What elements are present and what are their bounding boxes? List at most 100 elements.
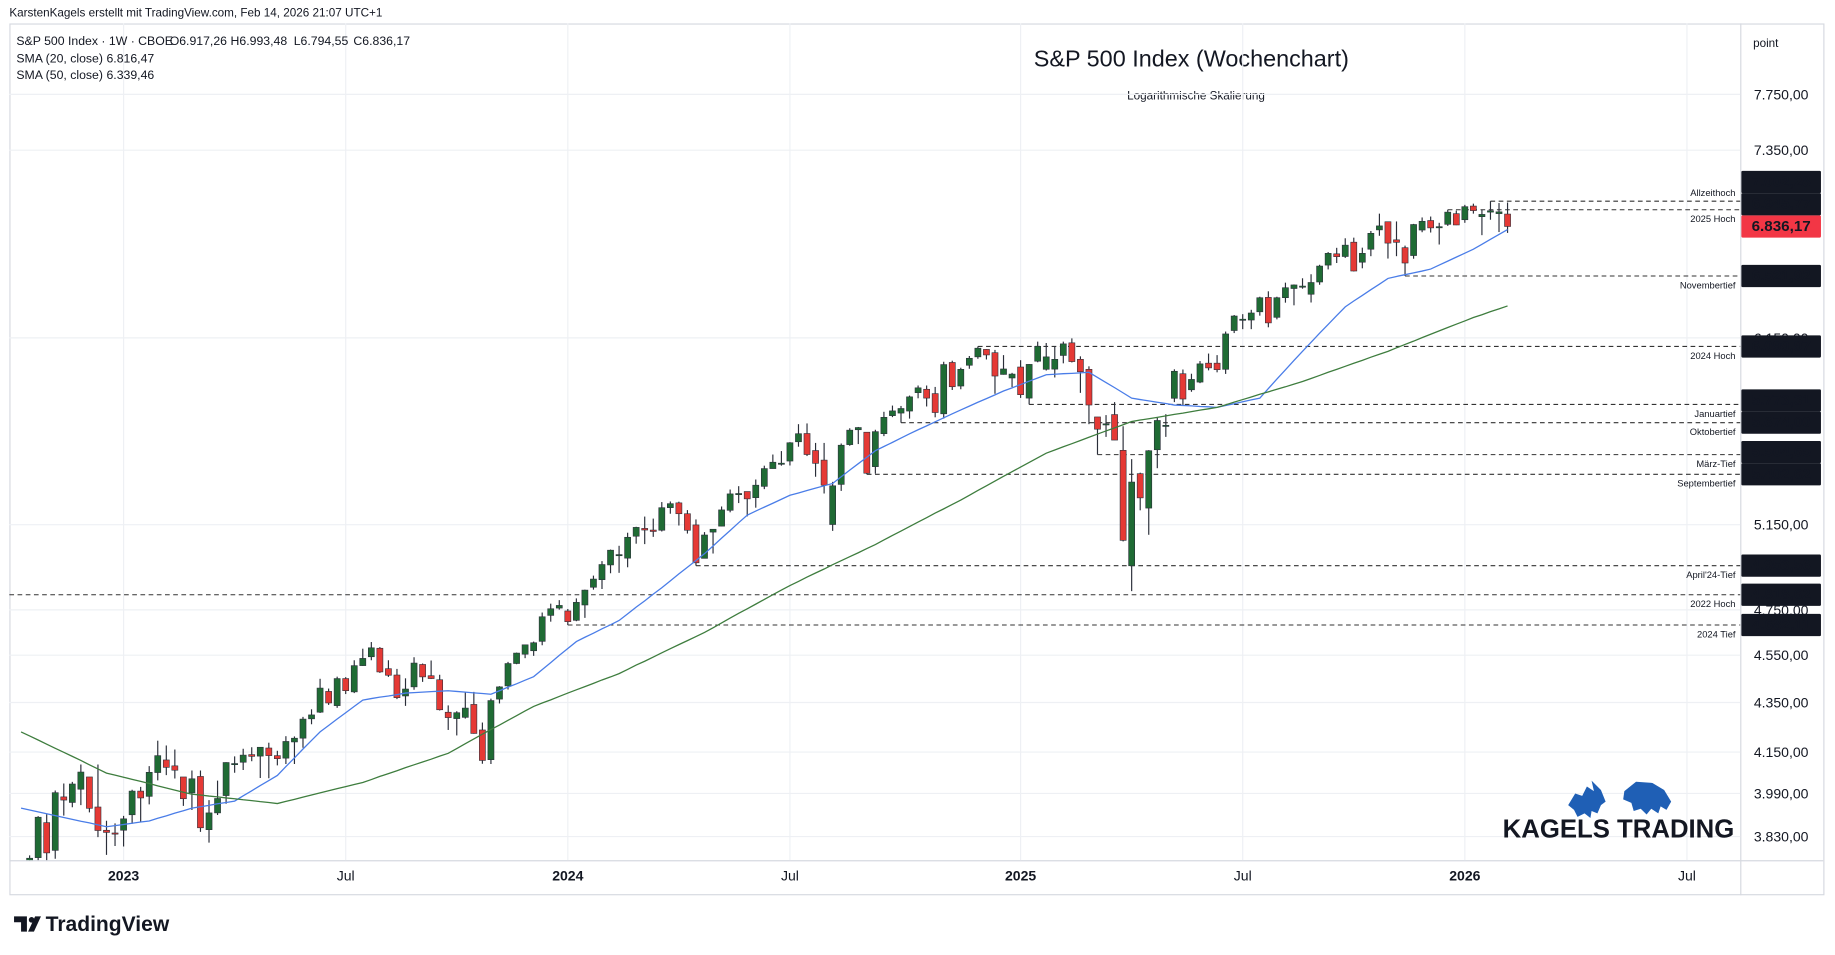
candle-body [171, 765, 179, 771]
candle-body [1350, 241, 1358, 272]
candle-body [68, 783, 76, 803]
candle-body [128, 790, 136, 816]
level-note: Januartief [1694, 409, 1736, 419]
candle-body [333, 678, 341, 706]
candle-body [1179, 373, 1187, 400]
candle-body [1341, 244, 1349, 257]
candle-body [547, 608, 555, 616]
candle-body [1324, 253, 1332, 266]
candle-body [1427, 220, 1435, 229]
candle-body [1265, 297, 1272, 324]
level-note: 2025 Hoch [1690, 214, 1735, 224]
y-tick-label: 3.830,00 [1754, 829, 1809, 845]
candle-body [180, 776, 187, 800]
candle-body [496, 686, 503, 700]
candle-body [1145, 450, 1153, 509]
candle-body [427, 675, 435, 679]
candle-body [914, 387, 922, 393]
candle-body [513, 652, 520, 664]
candle-body [1470, 205, 1477, 211]
candle-body [1444, 211, 1452, 225]
price-box-label: 6.945,77 [1752, 196, 1811, 213]
y-tick-label: 4.350,00 [1754, 694, 1809, 710]
candle-body [1256, 297, 1264, 313]
candle-body [897, 408, 905, 414]
candle-body [188, 778, 196, 794]
candle-body [957, 369, 965, 387]
candle-body [60, 796, 68, 801]
chart-subtitle: Logarithmische Skalierung [1127, 89, 1265, 102]
candle-body [43, 822, 51, 854]
legend: S&P 500 Index · 1W · CBOE O6.917,26 H6.9… [16, 34, 410, 82]
candle-body [1153, 420, 1161, 451]
candle-body [778, 462, 785, 465]
candle-body [325, 691, 332, 704]
candle-body [692, 524, 700, 564]
candle-body [342, 678, 350, 691]
candle-body [649, 529, 657, 532]
legend-symbol: S&P 500 Index · 1W · CBOE [16, 34, 173, 48]
sma-line [20, 305, 1508, 805]
y-tick-label: 4.150,00 [1754, 744, 1809, 760]
candle-body [667, 503, 674, 508]
price-box-label: 4.953,56 [1752, 557, 1811, 574]
candle-body [974, 347, 982, 358]
candle-body [906, 396, 913, 412]
candle-body [1282, 287, 1289, 299]
candle-body [1358, 253, 1366, 263]
y-tick-label: 4.550,00 [1754, 647, 1809, 663]
candle-body [1017, 366, 1024, 395]
candle-body [214, 798, 221, 814]
price-boxes: 4.682,11 4.818,62 4.953,56 5.402,62 5.504,65… [1741, 170, 1821, 637]
candle-body [854, 427, 862, 431]
candle-body [641, 528, 649, 531]
candle-body [1418, 220, 1426, 231]
chart-title: S&P 500 Index (Wochenchart) [1034, 46, 1349, 72]
price-unit: point [1753, 37, 1779, 50]
candle-body [1290, 284, 1298, 289]
candle-body [1205, 362, 1212, 369]
candle-body [1077, 359, 1084, 373]
candle-body [521, 644, 529, 655]
candle-body [812, 450, 819, 464]
candle-body [94, 806, 102, 831]
candle-body [940, 364, 948, 415]
candle-body [26, 857, 33, 861]
candle-body [197, 776, 204, 829]
candle-body [248, 754, 256, 757]
candle-body [1128, 481, 1135, 567]
candle-body [889, 410, 896, 416]
y-tick-label: 7.750,00 [1754, 86, 1809, 102]
candle-body [1504, 213, 1511, 227]
candle-body [154, 755, 162, 773]
brand-text: TradingView [46, 913, 170, 936]
candle-body [709, 528, 717, 533]
price-box [1741, 440, 1821, 464]
candle-body [573, 602, 580, 621]
candle-body [111, 832, 119, 835]
candle-body [1051, 359, 1059, 370]
candle-body [530, 642, 537, 652]
level-note: 2022 Hoch [1690, 599, 1735, 609]
level-note: März-Tief [1696, 459, 1736, 469]
candle-body [948, 362, 956, 388]
candle-body [1316, 265, 1323, 283]
x-tick-label: Jul [1678, 867, 1696, 883]
candle-body [581, 589, 589, 606]
candle-body [1102, 423, 1110, 426]
candle-body [222, 762, 230, 796]
candle-body [367, 647, 375, 658]
y-tick-label: 5.150,00 [1754, 517, 1809, 533]
candle-body [931, 393, 939, 413]
price-box-label: 5.674,00 [1752, 414, 1811, 431]
candle-body [34, 816, 42, 858]
candle-body [1333, 253, 1341, 257]
candle-body [1171, 370, 1178, 399]
candle-body [880, 417, 888, 434]
candle-body [1376, 225, 1383, 231]
candle-body [479, 729, 486, 761]
level-note: April'24-Tief [1686, 570, 1736, 580]
candle-body [1188, 379, 1195, 391]
level-note: Novembertief [1680, 280, 1736, 290]
logo-text: KAGELS TRADING [1503, 816, 1735, 844]
